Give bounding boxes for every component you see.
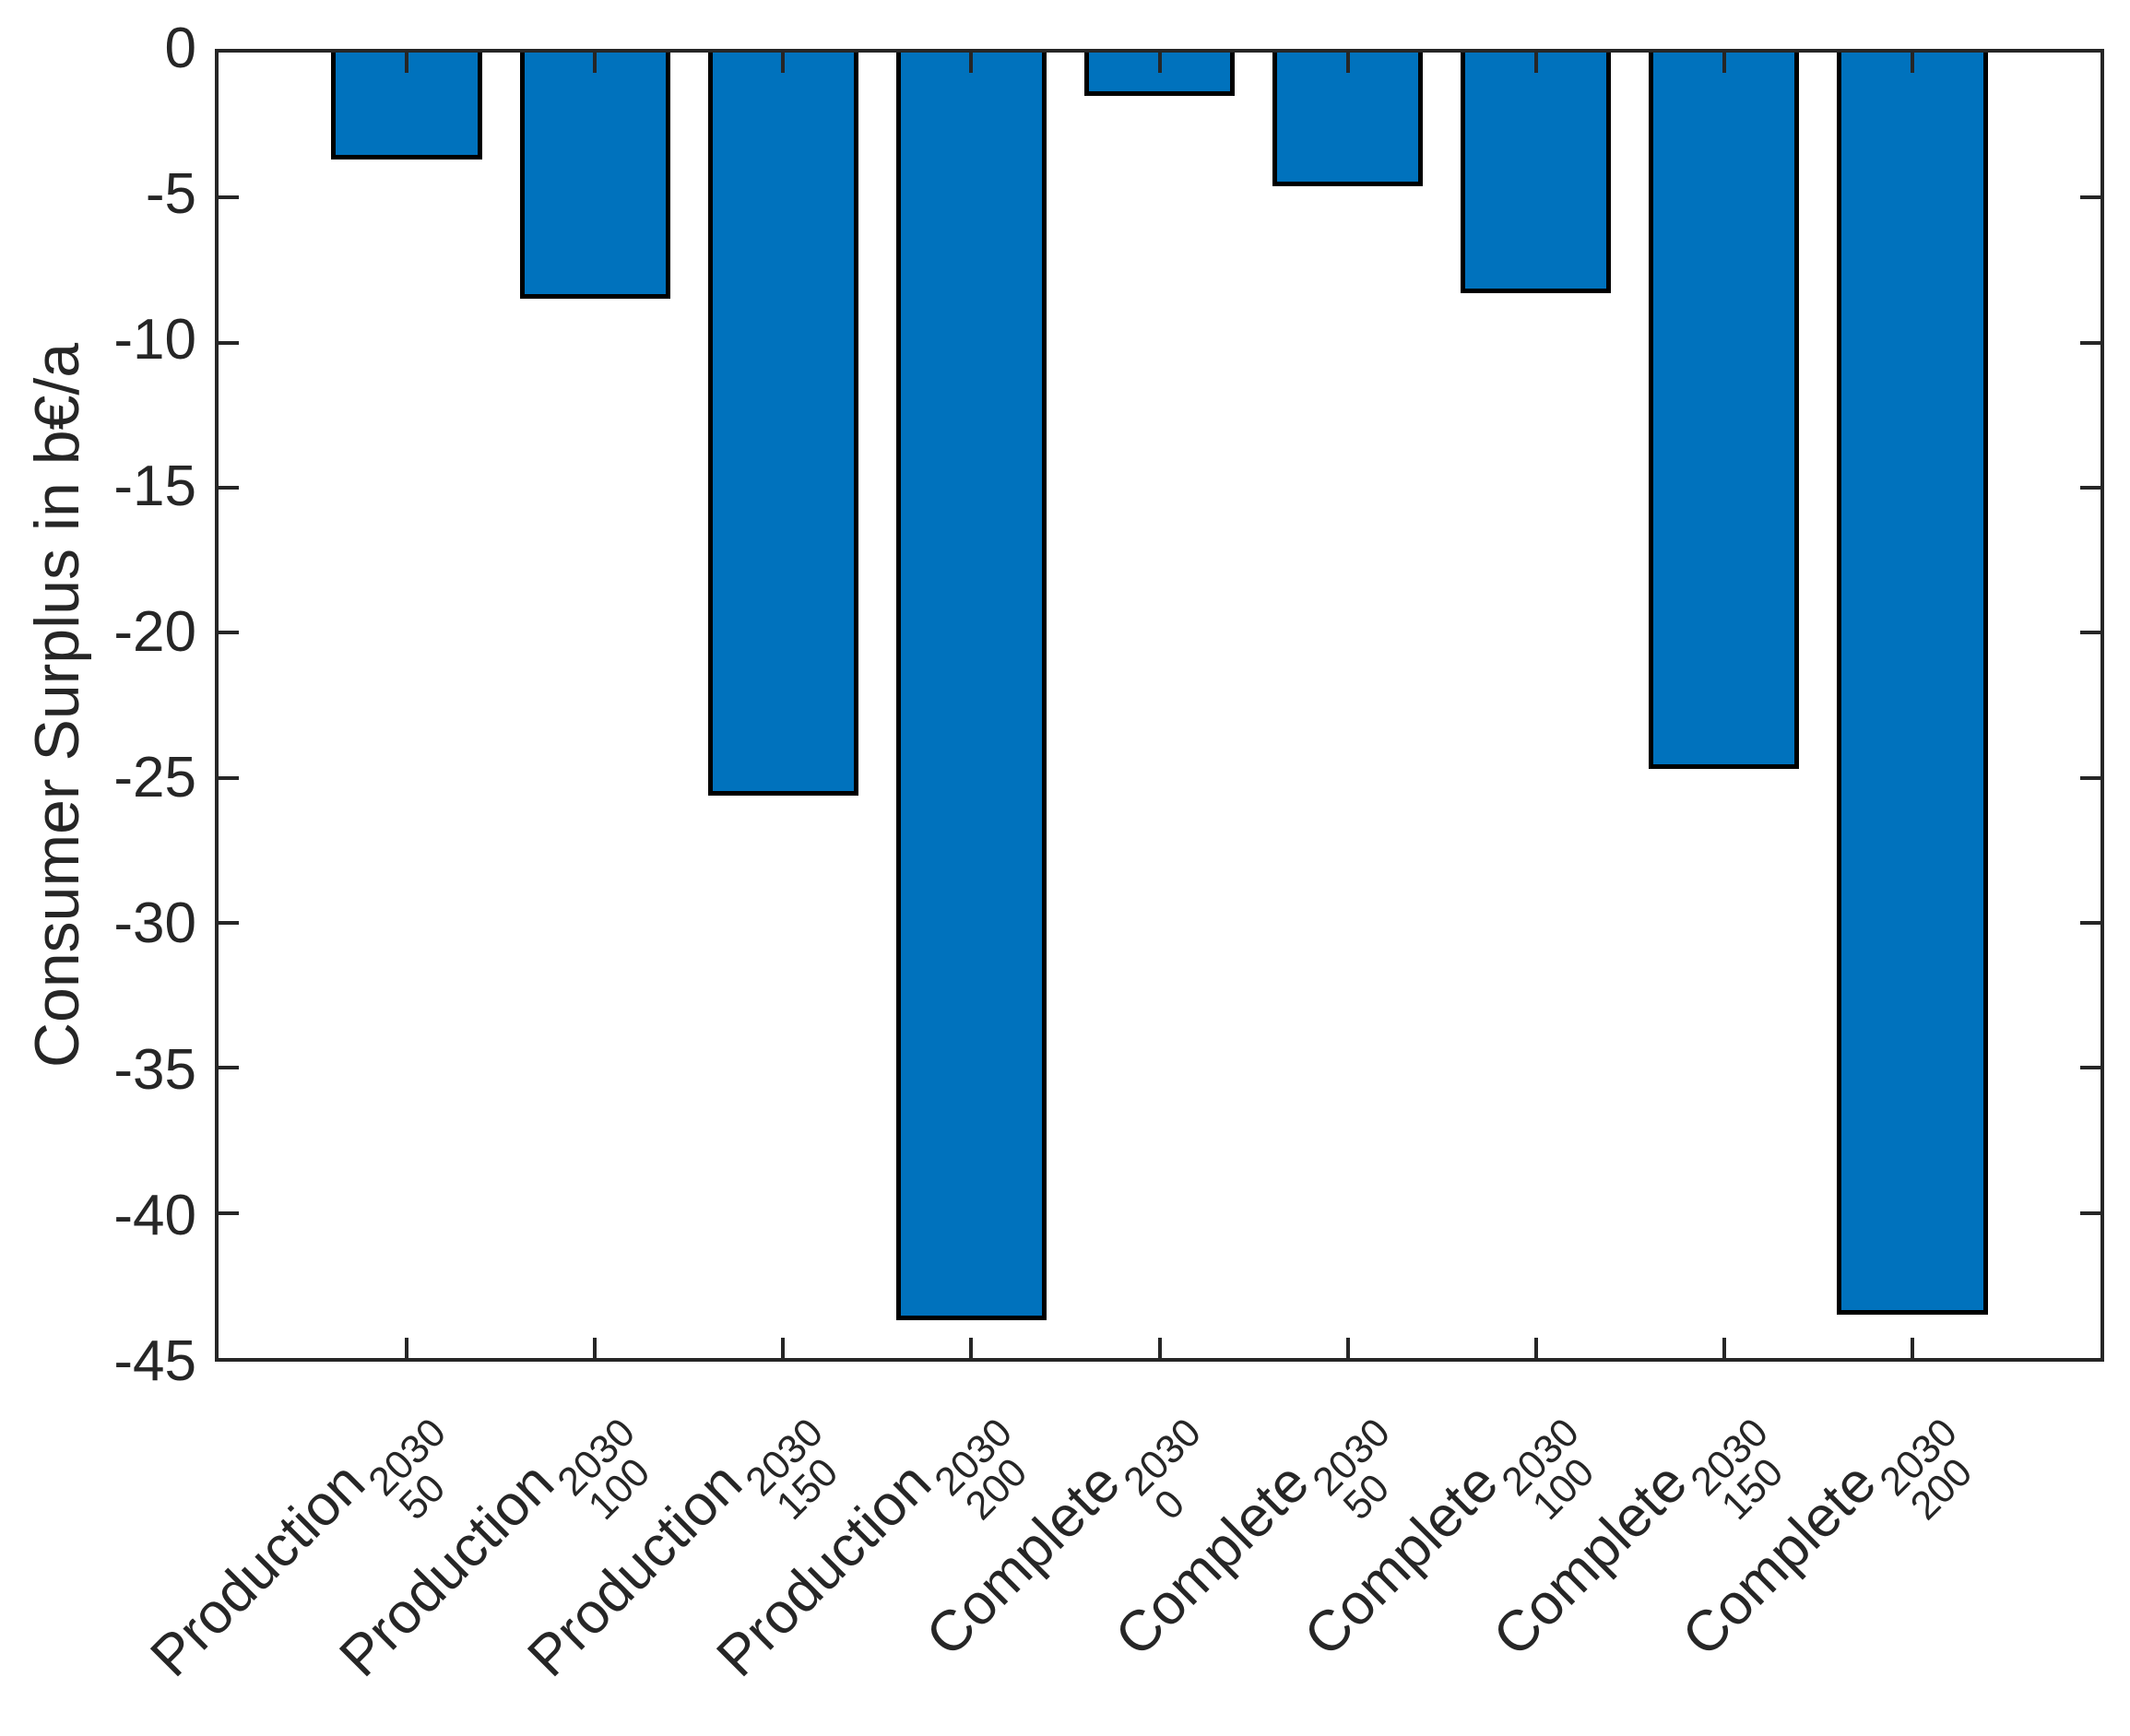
x-tick-mark [1533, 1338, 1538, 1358]
y-tick-mark [2080, 1066, 2100, 1070]
bar-production-200 [895, 53, 1047, 1321]
y-tick-mark [2080, 486, 2100, 490]
y-tick-label: -35 [113, 1037, 196, 1102]
x-tick-mark [1157, 1338, 1162, 1358]
y-tick-mark [219, 1066, 239, 1070]
y-tick-label: -25 [113, 746, 196, 810]
y-tick-label: -45 [113, 1329, 196, 1393]
x-tick-mark [405, 1338, 409, 1358]
bar-production-100 [519, 53, 670, 300]
y-tick-mark [2080, 775, 2100, 780]
y-tick-label: -10 [113, 308, 196, 372]
plot-inner [219, 53, 2100, 1358]
y-tick-mark [219, 775, 239, 780]
x-tick-mark [1345, 53, 1350, 73]
y-tick-mark [219, 486, 239, 490]
y-tick-mark [2080, 340, 2100, 345]
bar-complete-150 [1649, 53, 1800, 770]
y-tick-mark [219, 340, 239, 345]
y-tick-mark [2080, 631, 2100, 635]
plot-area [215, 49, 2104, 1362]
x-tick-mark [405, 53, 409, 73]
bar-production-150 [707, 53, 858, 796]
bar-complete-50 [1272, 53, 1424, 186]
x-tick-mark [1910, 1338, 1914, 1358]
y-tick-label: -30 [113, 892, 196, 956]
x-tick-labels: Production 2030 50 Production 2030 100 Product… [138, 1388, 2104, 1729]
x-tick-mark [1910, 53, 1914, 73]
x-tick-mark [1345, 1338, 1350, 1358]
category-subscript: 0 [1146, 1482, 1194, 1529]
y-tick-label: -40 [113, 1183, 196, 1247]
y-tick-label: 0 [164, 17, 196, 80]
y-tick-mark [219, 921, 239, 925]
y-tick-mark [2080, 1210, 2100, 1215]
x-tick-mark [969, 53, 974, 73]
x-tick-mark [593, 1338, 598, 1358]
y-tick-mark [2080, 195, 2100, 200]
x-tick-mark [1722, 53, 1726, 73]
x-tick-mark [593, 53, 598, 73]
x-tick-mark [1157, 53, 1162, 73]
y-tick-label: -20 [113, 599, 196, 664]
x-tick-mark [781, 1338, 786, 1358]
x-tick-mark [969, 1338, 974, 1358]
y-tick-label: -15 [113, 454, 196, 518]
bar-complete-100 [1461, 53, 1612, 294]
y-tick-mark [219, 1210, 239, 1215]
bar-complete-200 [1837, 53, 1988, 1315]
y-tick-labels: 0 -5 -10 -15 -20 -25 -30 -35 -40 -45 [0, 20, 196, 1390]
x-tick-mark [781, 53, 786, 73]
x-tick-mark [1722, 1338, 1726, 1358]
x-tick-mark [1533, 53, 1538, 73]
y-tick-label: -5 [145, 162, 196, 227]
y-tick-mark [2080, 921, 2100, 925]
y-tick-mark [219, 631, 239, 635]
y-tick-mark [219, 195, 239, 200]
